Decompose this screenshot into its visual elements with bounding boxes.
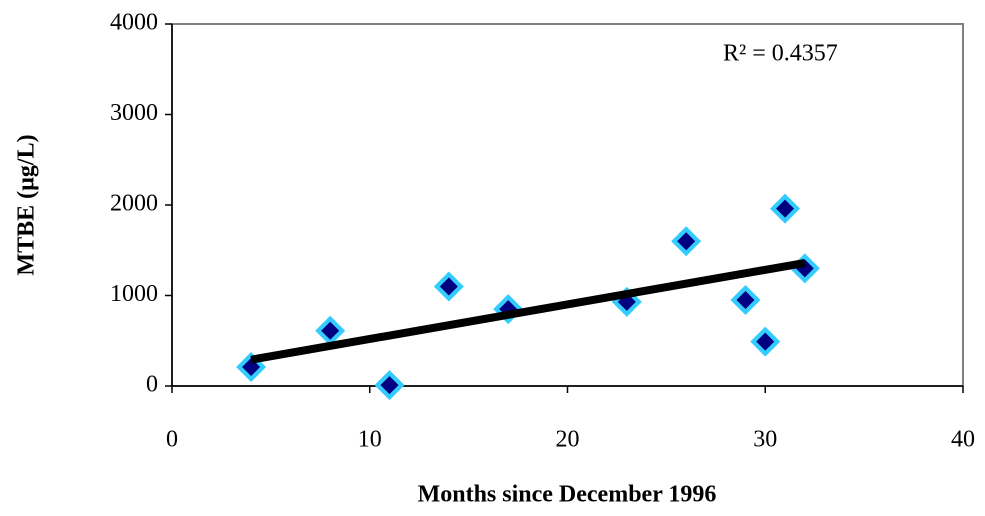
y-axis-label: MTBE (µg/L) [14,134,40,275]
x-tick-label: 0 [166,427,178,453]
x-tick-label: 30 [753,427,777,453]
x-tick-label: 40 [951,427,975,453]
x-axis-label: Months since December 1996 [418,482,717,508]
point [770,193,801,224]
trendline [250,258,806,364]
point [671,226,702,257]
point [433,271,464,302]
point [750,326,781,357]
x-tick-label: 20 [556,427,580,453]
r-squared-label: R² = 0.4357 [723,41,838,67]
point [374,370,405,401]
point [730,285,761,316]
point [315,315,346,346]
y-tick-label: 1000 [110,281,158,307]
y-tick-label: 2000 [110,191,158,217]
plot-frame [171,23,964,387]
y-tick-label: 0 [146,372,158,398]
y-tick-label: 3000 [110,100,158,126]
y-tick-label: 4000 [110,10,158,36]
x-tick-label: 10 [358,427,382,453]
